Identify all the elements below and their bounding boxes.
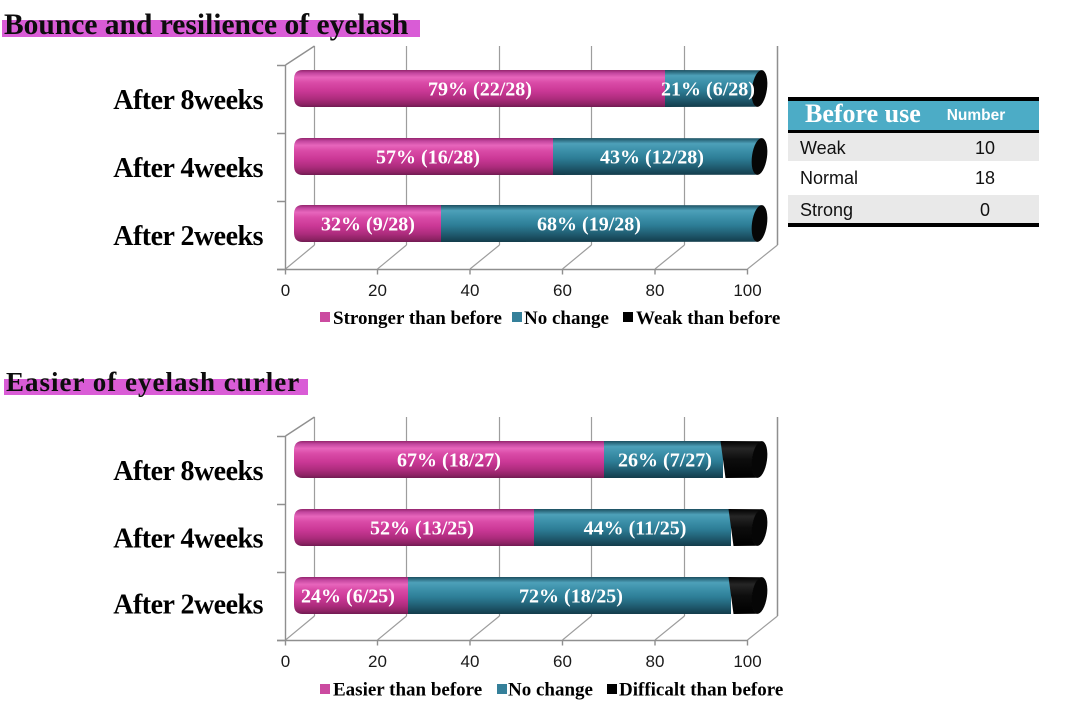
svg-text:24% (6/25): 24% (6/25) (301, 586, 395, 608)
svg-text:After 4weeks: After 4weeks (113, 153, 263, 184)
svg-text:80: 80 (646, 652, 665, 671)
svg-text:43% (12/28): 43% (12/28) (600, 147, 704, 169)
svg-text:60: 60 (553, 281, 572, 300)
svg-text:Easier than before: Easier than before (333, 680, 482, 701)
svg-text:80: 80 (646, 281, 665, 300)
svg-text:0: 0 (281, 281, 290, 300)
svg-text:32% (9/28): 32% (9/28) (321, 214, 415, 236)
svg-text:No change: No change (508, 680, 593, 701)
svg-text:After 8weeks: After 8weeks (113, 85, 263, 116)
svg-text:79% (22/28): 79% (22/28) (428, 79, 532, 101)
svg-text:52% (13/25): 52% (13/25) (370, 518, 474, 540)
svg-text:20: 20 (368, 281, 387, 300)
svg-text:After 2weeks: After 2weeks (113, 221, 263, 252)
svg-text:60: 60 (553, 652, 572, 671)
svg-text:100: 100 (733, 652, 761, 671)
svg-text:44% (11/25): 44% (11/25) (584, 518, 687, 540)
svg-text:No change: No change (524, 308, 609, 329)
svg-text:Stronger than before: Stronger than before (333, 308, 502, 329)
svg-text:Difficalt than before: Difficalt than before (619, 680, 783, 701)
svg-text:26% (7/27): 26% (7/27) (618, 450, 712, 472)
svg-text:67% (18/27): 67% (18/27) (397, 450, 501, 472)
svg-text:After 8weeks: After 8weeks (113, 456, 263, 487)
svg-text:After 4weeks: After 4weeks (113, 524, 263, 555)
svg-text:68% (19/28): 68% (19/28) (537, 214, 641, 236)
svg-text:40: 40 (461, 281, 480, 300)
svg-text:57% (16/28): 57% (16/28) (376, 147, 480, 169)
svg-text:72% (18/25): 72% (18/25) (519, 586, 623, 608)
svg-text:0: 0 (281, 652, 290, 671)
svg-text:40: 40 (461, 652, 480, 671)
svg-text:Weak than before: Weak than before (636, 308, 780, 329)
svg-text:100: 100 (733, 281, 761, 300)
svg-text:20: 20 (368, 652, 387, 671)
svg-text:After 2weeks: After 2weeks (113, 590, 263, 621)
svg-text:21% (6/28): 21% (6/28) (661, 79, 755, 101)
